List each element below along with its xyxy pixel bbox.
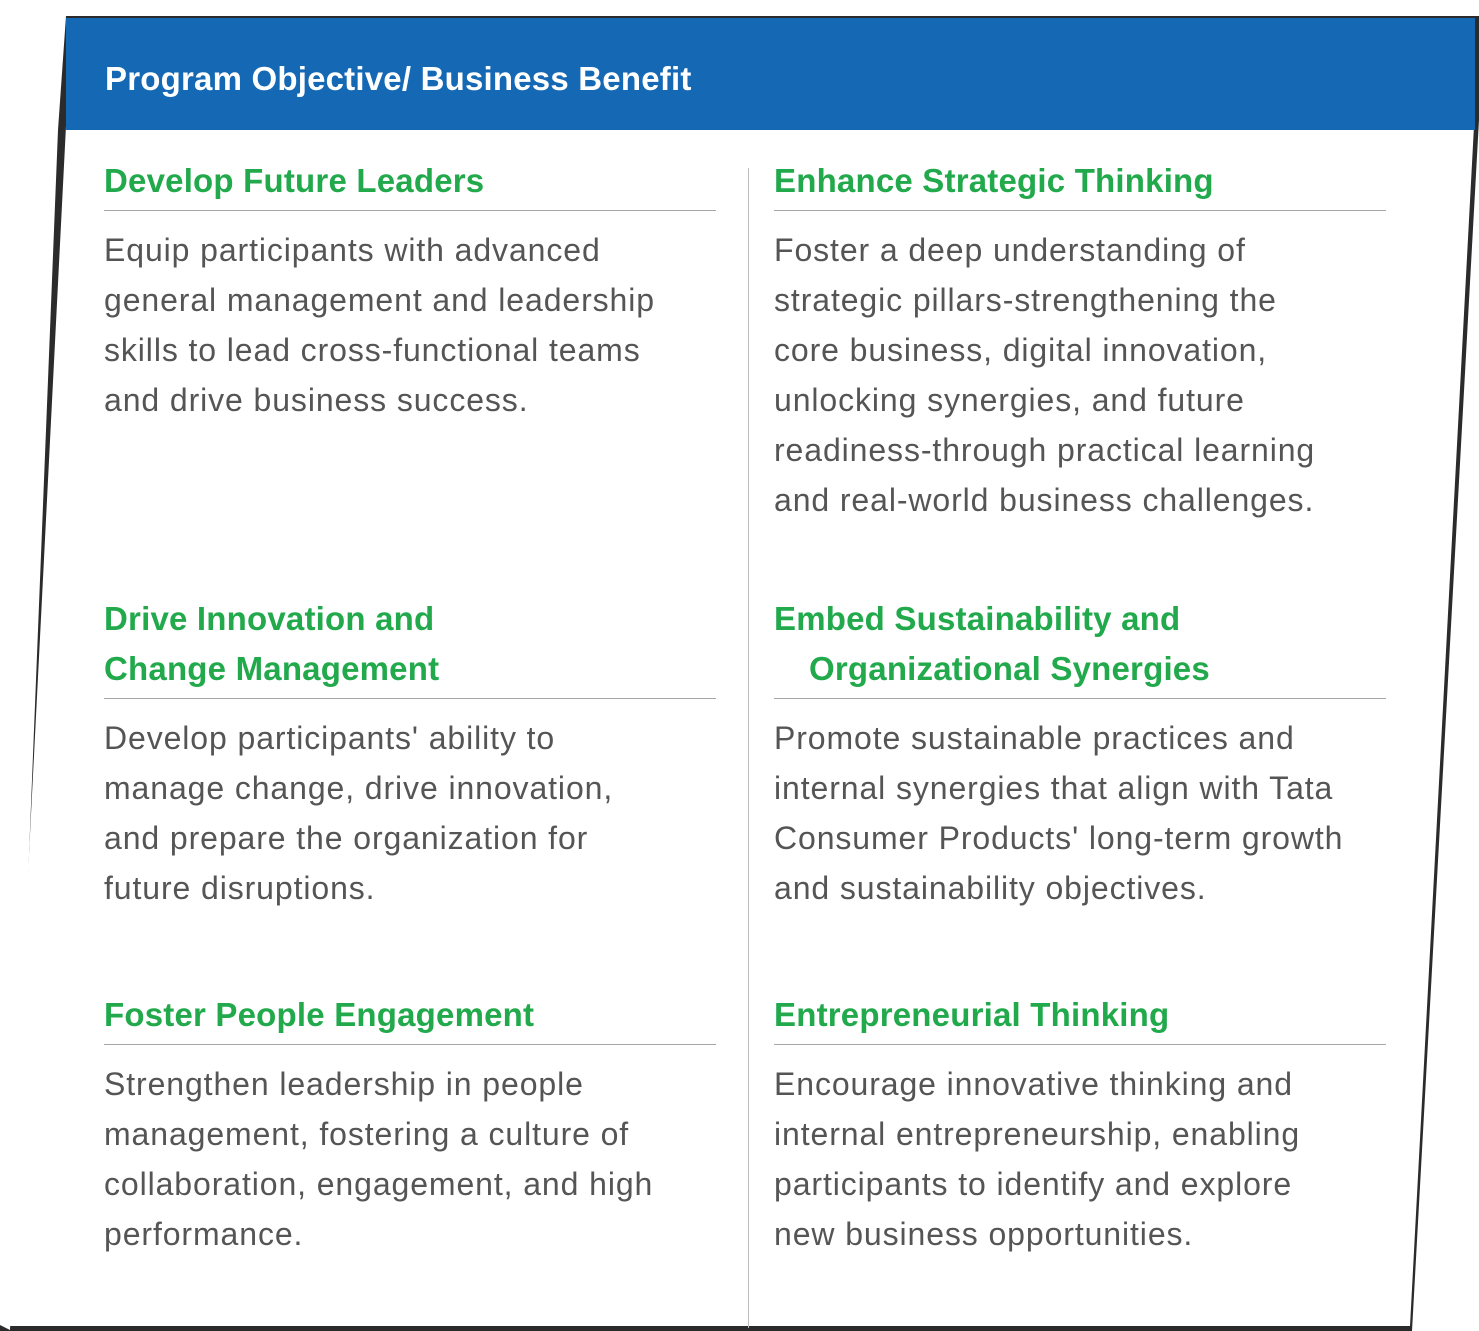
section-title-line: Foster People Engagement: [104, 996, 535, 1033]
body-line: skills to lead cross-functional teams: [104, 332, 641, 368]
section-title-line: Change Management: [104, 650, 440, 687]
body-line: Foster a deep understanding of: [774, 232, 1246, 268]
body-line: Consumer Products' long-term growth: [774, 820, 1344, 856]
body-line: new business opportunities.: [774, 1216, 1194, 1252]
body-line: internal synergies that align with Tata: [774, 770, 1334, 806]
section-title-line: Entrepreneurial Thinking: [774, 996, 1170, 1033]
card-face: [5, 126, 1474, 1326]
page-title: Program Objective/ Business Benefit: [105, 60, 692, 97]
section-enhance-strategic-thinking: Enhance Strategic Thinking Foster a deep…: [774, 156, 1386, 525]
section-body: Equip participants with advanced general…: [104, 225, 744, 425]
body-line: and real-world business challenges.: [774, 482, 1315, 518]
body-line: Encourage innovative thinking and: [774, 1066, 1293, 1102]
body-line: performance.: [104, 1216, 304, 1252]
section-develop-future-leaders: Develop Future Leaders Equip participant…: [104, 156, 716, 425]
section-body: Promote sustainable practices and intern…: [774, 713, 1414, 913]
body-line: manage change, drive innovation,: [104, 770, 614, 806]
body-line: internal entrepreneurship, enabling: [774, 1116, 1301, 1152]
section-title: Embed Sustainability and Organizational …: [774, 594, 1386, 699]
section-title-line: Enhance Strategic Thinking: [774, 162, 1214, 199]
section-drive-innovation: Drive Innovation and Change Management D…: [104, 594, 716, 913]
body-line: participants to identify and explore: [774, 1166, 1293, 1202]
section-title: Entrepreneurial Thinking: [774, 990, 1386, 1045]
body-line: Strengthen leadership in people: [104, 1066, 584, 1102]
body-line: collaboration, engagement, and high: [104, 1166, 654, 1202]
body-line: readiness-through practical learning: [774, 432, 1316, 468]
section-title-line: Organizational Synergies: [809, 650, 1210, 687]
section-title-line: Embed Sustainability and: [774, 600, 1181, 637]
section-title: Enhance Strategic Thinking: [774, 156, 1386, 211]
section-title: Drive Innovation and Change Management: [104, 594, 716, 699]
body-line: and prepare the organization for: [104, 820, 589, 856]
body-line: management, fostering a culture of: [104, 1116, 630, 1152]
body-line: core business, digital innovation,: [774, 332, 1268, 368]
body-line: and drive business success.: [104, 382, 529, 418]
body-line: future disruptions.: [104, 870, 376, 906]
body-line: strategic pillars-strengthening the: [774, 282, 1277, 318]
section-body: Strengthen leadership in people manageme…: [104, 1059, 744, 1259]
section-title: Develop Future Leaders: [104, 156, 716, 211]
section-embed-sustainability: Embed Sustainability and Organizational …: [774, 594, 1386, 913]
header-band: [66, 18, 1475, 130]
body-line: unlocking synergies, and future: [774, 382, 1245, 418]
section-body: Encourage innovative thinking and intern…: [774, 1059, 1414, 1259]
column-divider: [748, 168, 749, 1328]
section-body: Develop participants' ability to manage …: [104, 713, 744, 913]
section-body: Foster a deep understanding of strategic…: [774, 225, 1414, 525]
body-line: general management and leadership: [104, 282, 655, 318]
body-line: and sustainability objectives.: [774, 870, 1207, 906]
section-title-line: Drive Innovation and: [104, 600, 435, 637]
section-title-line: Develop Future Leaders: [104, 162, 485, 199]
section-title: Foster People Engagement: [104, 990, 716, 1045]
body-line: Develop participants' ability to: [104, 720, 556, 756]
body-line: Equip participants with advanced: [104, 232, 601, 268]
section-entrepreneurial-thinking: Entrepreneurial Thinking Encourage innov…: [774, 990, 1386, 1259]
section-foster-people-engagement: Foster People Engagement Strengthen lead…: [104, 990, 716, 1259]
body-line: Promote sustainable practices and: [774, 720, 1295, 756]
